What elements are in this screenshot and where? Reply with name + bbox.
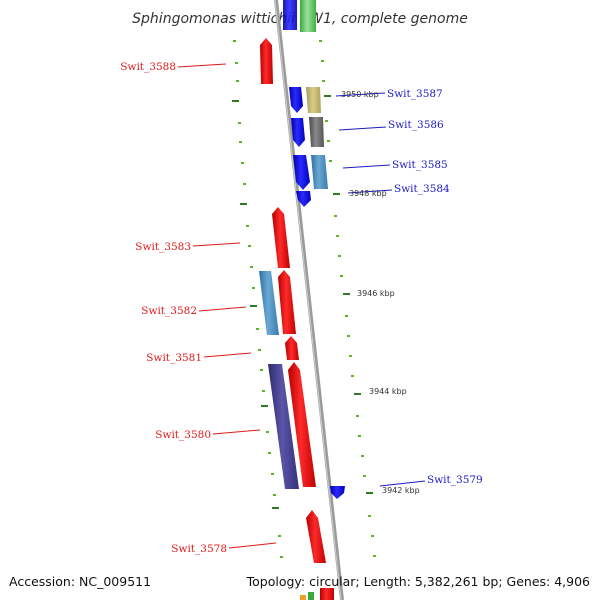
forward-leader-lines (335, 92, 426, 487)
reverse-gene-labels: Swit_3588 Swit_3583 Swit_3582 Swit_3581 … (120, 61, 227, 555)
gene-arrow-swit-3582 (278, 270, 296, 334)
forward-strand-genes (289, 87, 345, 499)
bottom-cut-features (300, 588, 334, 600)
right-dot-track (319, 40, 376, 557)
gene-label-swit-3578: Swit_3578 (171, 543, 227, 555)
gene-label-swit-3588: Swit_3588 (120, 61, 176, 73)
gene-arrow-khaki (306, 87, 321, 113)
gene-arrow-swit-3579 (330, 486, 345, 499)
reverse-strand-genes (259, 38, 326, 563)
gene-arrow-swit-3580 (288, 362, 316, 487)
forward-gene-labels: Swit_3587 Swit_3586 Swit_3585 Swit_3584 … (387, 88, 483, 486)
gene-arrow-swit-3578 (306, 510, 326, 563)
gene-arrow-swit-3583 (272, 207, 290, 268)
gene-label-swit-3585: Swit_3585 (392, 159, 448, 171)
scale-label-3946: 3946 kbp (357, 289, 395, 298)
gene-arrow-swit-3585 (293, 155, 310, 190)
gene-arrow-purple (268, 364, 299, 489)
topology-text: Topology: circular; Length: 5,382,261 bp… (246, 574, 590, 589)
gene-label-swit-3586: Swit_3586 (388, 119, 444, 131)
gene-arrow-swit-3581 (285, 336, 299, 360)
gene-arrow-gray (309, 117, 324, 147)
scale-label-3944: 3944 kbp (369, 387, 407, 396)
scale-label-3942: 3942 kbp (382, 486, 420, 495)
gene-label-swit-3584: Swit_3584 (394, 183, 450, 195)
gene-arrow-steel (259, 271, 279, 335)
accession-text: Accession: NC_009511 (9, 574, 151, 589)
reverse-leader-lines (177, 63, 277, 549)
gene-label-swit-3582: Swit_3582 (141, 305, 197, 317)
gene-arrow-swit-3584 (296, 191, 311, 207)
gene-arrow-swit-3587 (289, 87, 303, 113)
genome-backbone (274, 0, 344, 600)
gene-label-swit-3579: Swit_3579 (427, 474, 483, 486)
gene-arrow-swit-3588 (260, 38, 273, 84)
left-dot-track (232, 40, 283, 558)
gene-arrow-steel-2 (311, 155, 328, 189)
scale-labels: 3950 kbp 3948 kbp 3946 kbp 3944 kbp 3942… (341, 90, 420, 495)
scale-label-3950: 3950 kbp (341, 90, 379, 99)
gene-arrow-swit-3586 (291, 118, 305, 147)
top-cut-features (283, 0, 316, 32)
gene-label-swit-3587: Swit_3587 (387, 88, 443, 100)
gene-label-swit-3581: Swit_3581 (146, 352, 202, 364)
scale-label-3948: 3948 kbp (349, 189, 387, 198)
gene-label-swit-3580: Swit_3580 (155, 429, 211, 441)
gene-label-swit-3583: Swit_3583 (135, 241, 191, 253)
